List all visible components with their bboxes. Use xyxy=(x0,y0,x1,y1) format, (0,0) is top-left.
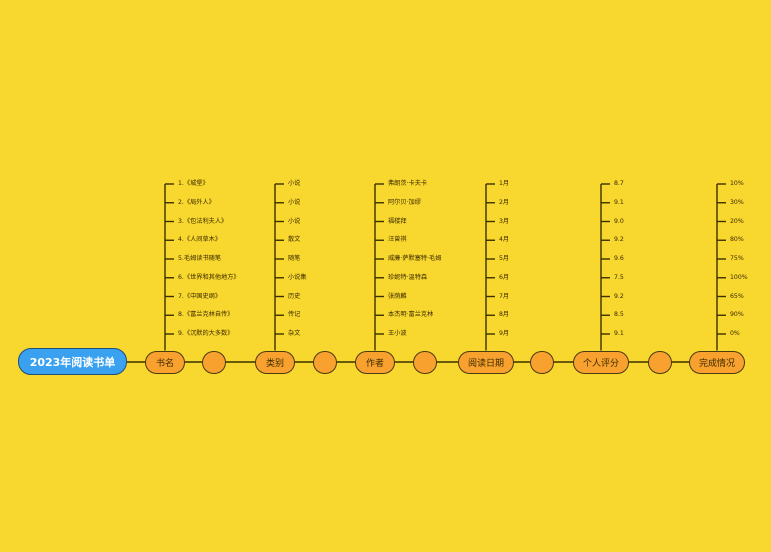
leaf-item[interactable]: 传记 xyxy=(288,311,301,319)
leaf-item[interactable]: 5.毛姆读书随笔 xyxy=(178,255,222,262)
category-node-3[interactable]: 阅读日期 xyxy=(458,350,514,374)
leaf-item[interactable]: 小说 xyxy=(288,217,301,225)
leaf-item[interactable]: 2.《局外人》 xyxy=(178,198,215,206)
leaf-item[interactable]: 7.《中国史纲》 xyxy=(178,292,222,300)
leaf-item[interactable]: 9.0 xyxy=(614,217,624,225)
leaf-item[interactable]: 福楼拜 xyxy=(388,217,407,225)
leaf-item[interactable]: 9.6 xyxy=(614,255,624,262)
leaf-item[interactable]: 小说集 xyxy=(288,273,307,281)
leaf-item[interactable]: 弗朗茨·卡夫卡 xyxy=(388,180,428,187)
category-node-4[interactable]: 个人评分 xyxy=(573,350,629,374)
leaf-item[interactable]: 珍妮特·温特森 xyxy=(388,273,428,281)
root-label: 2023年阅读书单 xyxy=(29,355,116,369)
leaf-item[interactable]: 1月 xyxy=(499,180,510,187)
leaf-item[interactable]: 65% xyxy=(730,292,744,300)
leaf-item[interactable]: 6.《世界和其他地方》 xyxy=(178,273,240,281)
leaf-item[interactable]: 小说 xyxy=(288,180,301,187)
leaf-item[interactable]: 1.《城堡》 xyxy=(178,180,209,187)
leaf-item[interactable]: 90% xyxy=(730,311,744,319)
leaf-item[interactable]: 3月 xyxy=(499,217,510,225)
leaf-item[interactable]: 随笔 xyxy=(288,255,301,262)
leaf-item[interactable]: 7.5 xyxy=(614,273,624,281)
leaf-item[interactable]: 历史 xyxy=(288,292,301,300)
category-label: 阅读日期 xyxy=(467,358,504,369)
leaf-item[interactable]: 9.1 xyxy=(614,330,624,337)
category-node-2[interactable]: 作者 xyxy=(355,350,395,374)
category-label: 类别 xyxy=(265,358,284,369)
leaf-item[interactable]: 小说 xyxy=(288,198,301,206)
leaf-item[interactable]: 6月 xyxy=(499,273,510,281)
leaf-item[interactable]: 30% xyxy=(730,198,744,206)
leaf-item[interactable]: 2月 xyxy=(499,198,510,206)
leaf-item[interactable]: 3.《包法利夫人》 xyxy=(178,217,228,225)
leaf-item[interactable]: 张荫麟 xyxy=(388,292,407,300)
leaf-item[interactable]: 75% xyxy=(730,255,744,262)
leaf-item[interactable]: 10% xyxy=(730,180,744,187)
leaf-item[interactable]: 100% xyxy=(730,273,748,281)
leaf-item[interactable]: 7月 xyxy=(499,292,510,300)
leaf-item[interactable]: 9.1 xyxy=(614,198,624,206)
leaf-item[interactable]: 8.5 xyxy=(614,311,624,319)
leaf-item[interactable]: 9.2 xyxy=(614,292,624,300)
category-node-1[interactable]: 类别 xyxy=(255,350,295,374)
leaf-item[interactable]: 5月 xyxy=(499,255,510,262)
empty-topic-node-4[interactable] xyxy=(648,350,672,374)
leaf-item[interactable]: 80% xyxy=(730,236,744,244)
leaf-item[interactable]: 4.《人间草木》 xyxy=(178,236,222,244)
leaf-item[interactable]: 0% xyxy=(730,330,740,337)
leaf-item[interactable]: 8.7 xyxy=(614,180,624,187)
category-label: 完成情况 xyxy=(698,358,735,369)
leaf-item[interactable]: 汪曾祺 xyxy=(388,236,407,244)
empty-topic-node-3[interactable] xyxy=(530,350,554,374)
leaf-item[interactable]: 本杰明·富兰克林 xyxy=(388,311,434,319)
category-label: 作者 xyxy=(365,358,384,369)
leaf-item[interactable]: 9.《沉默的大多数》 xyxy=(178,330,234,337)
root-node[interactable]: 2023年阅读书单 xyxy=(18,348,127,375)
empty-topic-node-0[interactable] xyxy=(202,350,226,374)
leaf-item[interactable]: 4月 xyxy=(499,236,510,244)
category-node-0[interactable]: 书名 xyxy=(145,350,185,374)
leaf-item[interactable]: 散文 xyxy=(288,236,301,244)
empty-topic-node-1[interactable] xyxy=(313,350,337,374)
category-label: 个人评分 xyxy=(582,358,619,369)
leaf-item[interactable]: 20% xyxy=(730,217,744,225)
leaf-item[interactable]: 9.2 xyxy=(614,236,624,244)
empty-topic-node-2[interactable] xyxy=(413,350,437,374)
category-label: 书名 xyxy=(155,358,174,369)
leaf-item[interactable]: 威廉·萨默塞特·毛姆 xyxy=(388,255,442,262)
leaf-item[interactable]: 阿尔贝·加缪 xyxy=(388,198,421,206)
leaf-item[interactable]: 王小波 xyxy=(388,330,407,337)
leaf-item[interactable]: 8月 xyxy=(499,311,510,319)
category-node-5[interactable]: 完成情况 xyxy=(689,350,745,374)
leaf-item[interactable]: 杂文 xyxy=(288,330,301,337)
leaf-item[interactable]: 8.《富兰克林自传》 xyxy=(178,311,234,319)
leaf-item[interactable]: 9月 xyxy=(499,330,510,337)
